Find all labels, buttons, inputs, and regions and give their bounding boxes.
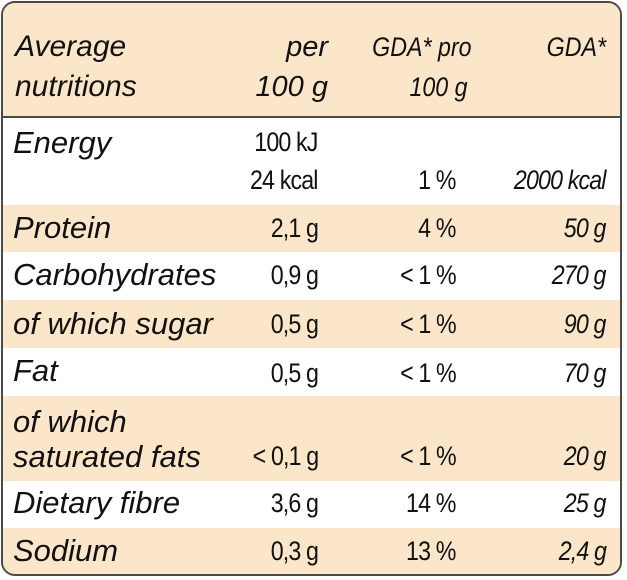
row-label: Carbohydrates xyxy=(13,257,217,292)
table-row-protein: Protein 2,1 g 4 % 50 g xyxy=(3,205,620,252)
header-nutrient-line1: Average xyxy=(15,30,127,63)
row-per-value: 0,9 g xyxy=(270,260,319,290)
row-label: Dietary fibre xyxy=(13,485,181,520)
row-gda-value: 270 g xyxy=(552,260,607,290)
row-per-value-1: 100 kJ xyxy=(254,127,319,157)
table-row-fat: Fat 0,5 g < 1 % 70 g xyxy=(3,348,620,396)
header-gda: GDA* xyxy=(546,32,606,62)
row-gda-percent: 4 % xyxy=(418,213,457,243)
row-gda-percent: < 1 % xyxy=(400,441,457,471)
row-gda-value: 50 g xyxy=(564,213,607,243)
row-per-value-2: 24 kcal xyxy=(250,165,318,195)
row-per-value: 3,6 g xyxy=(270,488,319,518)
row-gda-value: 2000 kcal xyxy=(514,165,607,195)
table-row-energy: Energy 100 kJ 24 kcal 1 % 2000 kcal xyxy=(3,118,620,205)
header-per-line1: per xyxy=(286,31,328,63)
row-gda-percent: < 1 % xyxy=(400,358,457,388)
row-label: Fat xyxy=(13,353,58,388)
row-label: Sodium xyxy=(13,533,119,568)
header-per-line2: 100 g xyxy=(255,71,328,103)
row-per-value: 0,5 g xyxy=(270,358,319,388)
row-label-line1: of which xyxy=(13,404,127,439)
row-gda-percent: 1 % xyxy=(418,165,457,195)
row-gda-value: 70 g xyxy=(564,358,607,388)
header-gda-pro-line2: 100 g xyxy=(409,72,468,102)
row-label-line2: saturated fats xyxy=(13,439,201,474)
row-per-value: 2,1 g xyxy=(270,213,319,243)
row-per-value: 0,3 g xyxy=(270,536,319,566)
row-per-value: < 0,1 g xyxy=(252,441,319,471)
table-row-saturated-fats: of which saturated fats < 0,1 g < 1 % 20… xyxy=(3,396,620,481)
row-gda-value: 2,4 g xyxy=(558,536,607,566)
row-gda-value: 90 g xyxy=(564,309,607,339)
row-label: Protein xyxy=(13,210,112,245)
table-row-sodium: Sodium 0,3 g 13 % 2,4 g xyxy=(3,528,620,574)
row-gda-value: 20 g xyxy=(564,441,607,471)
row-gda-percent: < 1 % xyxy=(400,260,457,290)
table-row-dietary-fibre: Dietary fibre 3,6 g 14 % 25 g xyxy=(3,481,620,528)
row-gda-percent: < 1 % xyxy=(400,309,457,339)
row-gda-value: 25 g xyxy=(564,488,607,518)
table-row-sugar: of which sugar 0,5 g < 1 % 90 g xyxy=(3,300,620,348)
table-row-carbohydrates: Carbohydrates 0,9 g < 1 % 270 g xyxy=(3,252,620,300)
row-label: Energy xyxy=(13,125,112,160)
header-gda-pro-line1: GDA* pro xyxy=(372,32,472,62)
row-gda-percent: 14 % xyxy=(406,488,457,518)
row-gda-percent: 13 % xyxy=(406,536,457,566)
header-nutrient-line2: nutritions xyxy=(15,70,137,103)
row-per-value: 0,5 g xyxy=(270,309,319,339)
table-header: Average nutritions per 100 g GDA* pro 10… xyxy=(3,3,620,118)
row-label: of which sugar xyxy=(13,306,213,341)
